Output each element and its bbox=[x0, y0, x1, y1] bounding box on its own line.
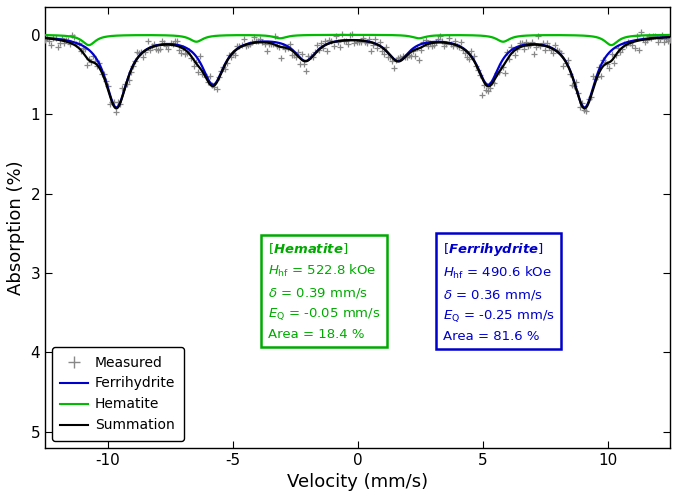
Line: Measured: Measured bbox=[42, 28, 674, 116]
Ferrihydrite bbox=[616, 42, 624, 48]
Line: Summation: Summation bbox=[45, 37, 670, 109]
Summation bbox=[309, 53, 317, 59]
Summation bbox=[41, 35, 49, 41]
Hematite bbox=[338, 32, 346, 38]
Summation bbox=[616, 47, 624, 53]
Text: [$\bfit{Ferrihydrite}$]
$H_{\rm hf}$ = 490.6 kOe
$\delta$ = 0.36 mm/s
$E_{\rm Q}: [$\bfit{Ferrihydrite}$] $H_{\rm hf}$ = 4… bbox=[443, 241, 554, 343]
Line: Hematite: Hematite bbox=[45, 35, 670, 45]
Ferrihydrite bbox=[303, 57, 311, 63]
Hematite bbox=[616, 36, 624, 42]
Measured bbox=[415, 57, 423, 63]
Hematite bbox=[345, 32, 353, 38]
Measured bbox=[609, 60, 617, 66]
Legend: Measured, Ferrihydrite, Hematite, Summation: Measured, Ferrihydrite, Hematite, Summat… bbox=[52, 347, 184, 441]
Summation bbox=[666, 34, 674, 40]
Measured bbox=[570, 83, 578, 89]
Measured bbox=[426, 40, 434, 46]
Measured bbox=[637, 28, 645, 34]
Measured bbox=[666, 37, 674, 43]
Ferrihydrite bbox=[580, 105, 588, 111]
Summation bbox=[647, 36, 655, 42]
Ferrihydrite bbox=[647, 35, 655, 41]
Summation bbox=[338, 38, 346, 44]
Measured bbox=[41, 37, 49, 43]
Summation bbox=[495, 69, 503, 75]
Hematite bbox=[496, 37, 504, 43]
Measured bbox=[43, 35, 51, 41]
Ferrihydrite bbox=[495, 63, 503, 69]
Y-axis label: Absorption (%): Absorption (%) bbox=[7, 160, 25, 295]
Hematite bbox=[41, 32, 49, 38]
Hematite bbox=[647, 32, 655, 38]
Ferrihydrite bbox=[309, 53, 317, 59]
Hematite bbox=[666, 32, 674, 38]
Summation bbox=[580, 106, 588, 112]
Ferrihydrite bbox=[666, 34, 674, 40]
Text: [$\bfit{Hematite}$]
$H_{\rm hf}$ = 522.8 kOe
$\delta$ = 0.39 mm/s
$E_{\rm Q}$ = : [$\bfit{Hematite}$] $H_{\rm hf}$ = 522.8… bbox=[267, 241, 380, 341]
Hematite bbox=[309, 32, 317, 38]
Summation bbox=[303, 58, 311, 64]
Measured bbox=[413, 45, 421, 51]
Measured bbox=[112, 109, 121, 115]
Ferrihydrite bbox=[41, 35, 49, 41]
Hematite bbox=[85, 42, 93, 48]
Hematite bbox=[304, 32, 312, 38]
Line: Ferrihydrite: Ferrihydrite bbox=[45, 37, 670, 108]
X-axis label: Velocity (mm/s): Velocity (mm/s) bbox=[287, 473, 428, 491]
Ferrihydrite bbox=[338, 37, 346, 43]
